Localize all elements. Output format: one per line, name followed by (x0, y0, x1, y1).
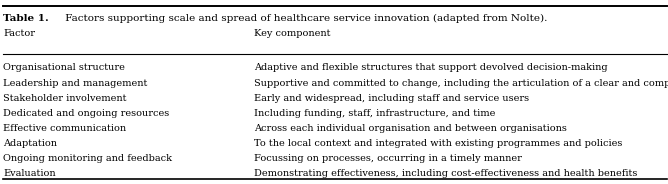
Text: Factor: Factor (3, 29, 35, 38)
Text: Across each individual organisation and between organisations: Across each individual organisation and … (254, 124, 566, 133)
Text: Early and widespread, including staff and service users: Early and widespread, including staff an… (254, 94, 529, 103)
Text: Adaptation: Adaptation (3, 139, 57, 148)
Text: Organisational structure: Organisational structure (3, 63, 125, 72)
Text: Effective communication: Effective communication (3, 124, 126, 133)
Text: Key component: Key component (254, 29, 331, 38)
Text: Adaptive and flexible structures that support devolved decision-making: Adaptive and flexible structures that su… (254, 63, 607, 72)
Text: Including funding, staff, infrastructure, and time: Including funding, staff, infrastructure… (254, 109, 495, 118)
Text: Ongoing monitoring and feedback: Ongoing monitoring and feedback (3, 154, 172, 163)
Text: Dedicated and ongoing resources: Dedicated and ongoing resources (3, 109, 170, 118)
Text: Leadership and management: Leadership and management (3, 79, 148, 88)
Text: Evaluation: Evaluation (3, 169, 56, 178)
Text: Focussing on processes, occurring in a timely manner: Focussing on processes, occurring in a t… (254, 154, 522, 163)
Text: Factors supporting scale and spread of healthcare service innovation (adapted fr: Factors supporting scale and spread of h… (62, 14, 548, 23)
Text: Stakeholder involvement: Stakeholder involvement (3, 94, 127, 103)
Text: To the local context and integrated with existing programmes and policies: To the local context and integrated with… (254, 139, 622, 148)
Text: Supportive and committed to change, including the articulation of a clear and co: Supportive and committed to change, incl… (254, 79, 668, 88)
Text: Demonstrating effectiveness, including cost-effectiveness and health benefits: Demonstrating effectiveness, including c… (254, 169, 637, 178)
Text: Table 1.: Table 1. (3, 14, 49, 23)
